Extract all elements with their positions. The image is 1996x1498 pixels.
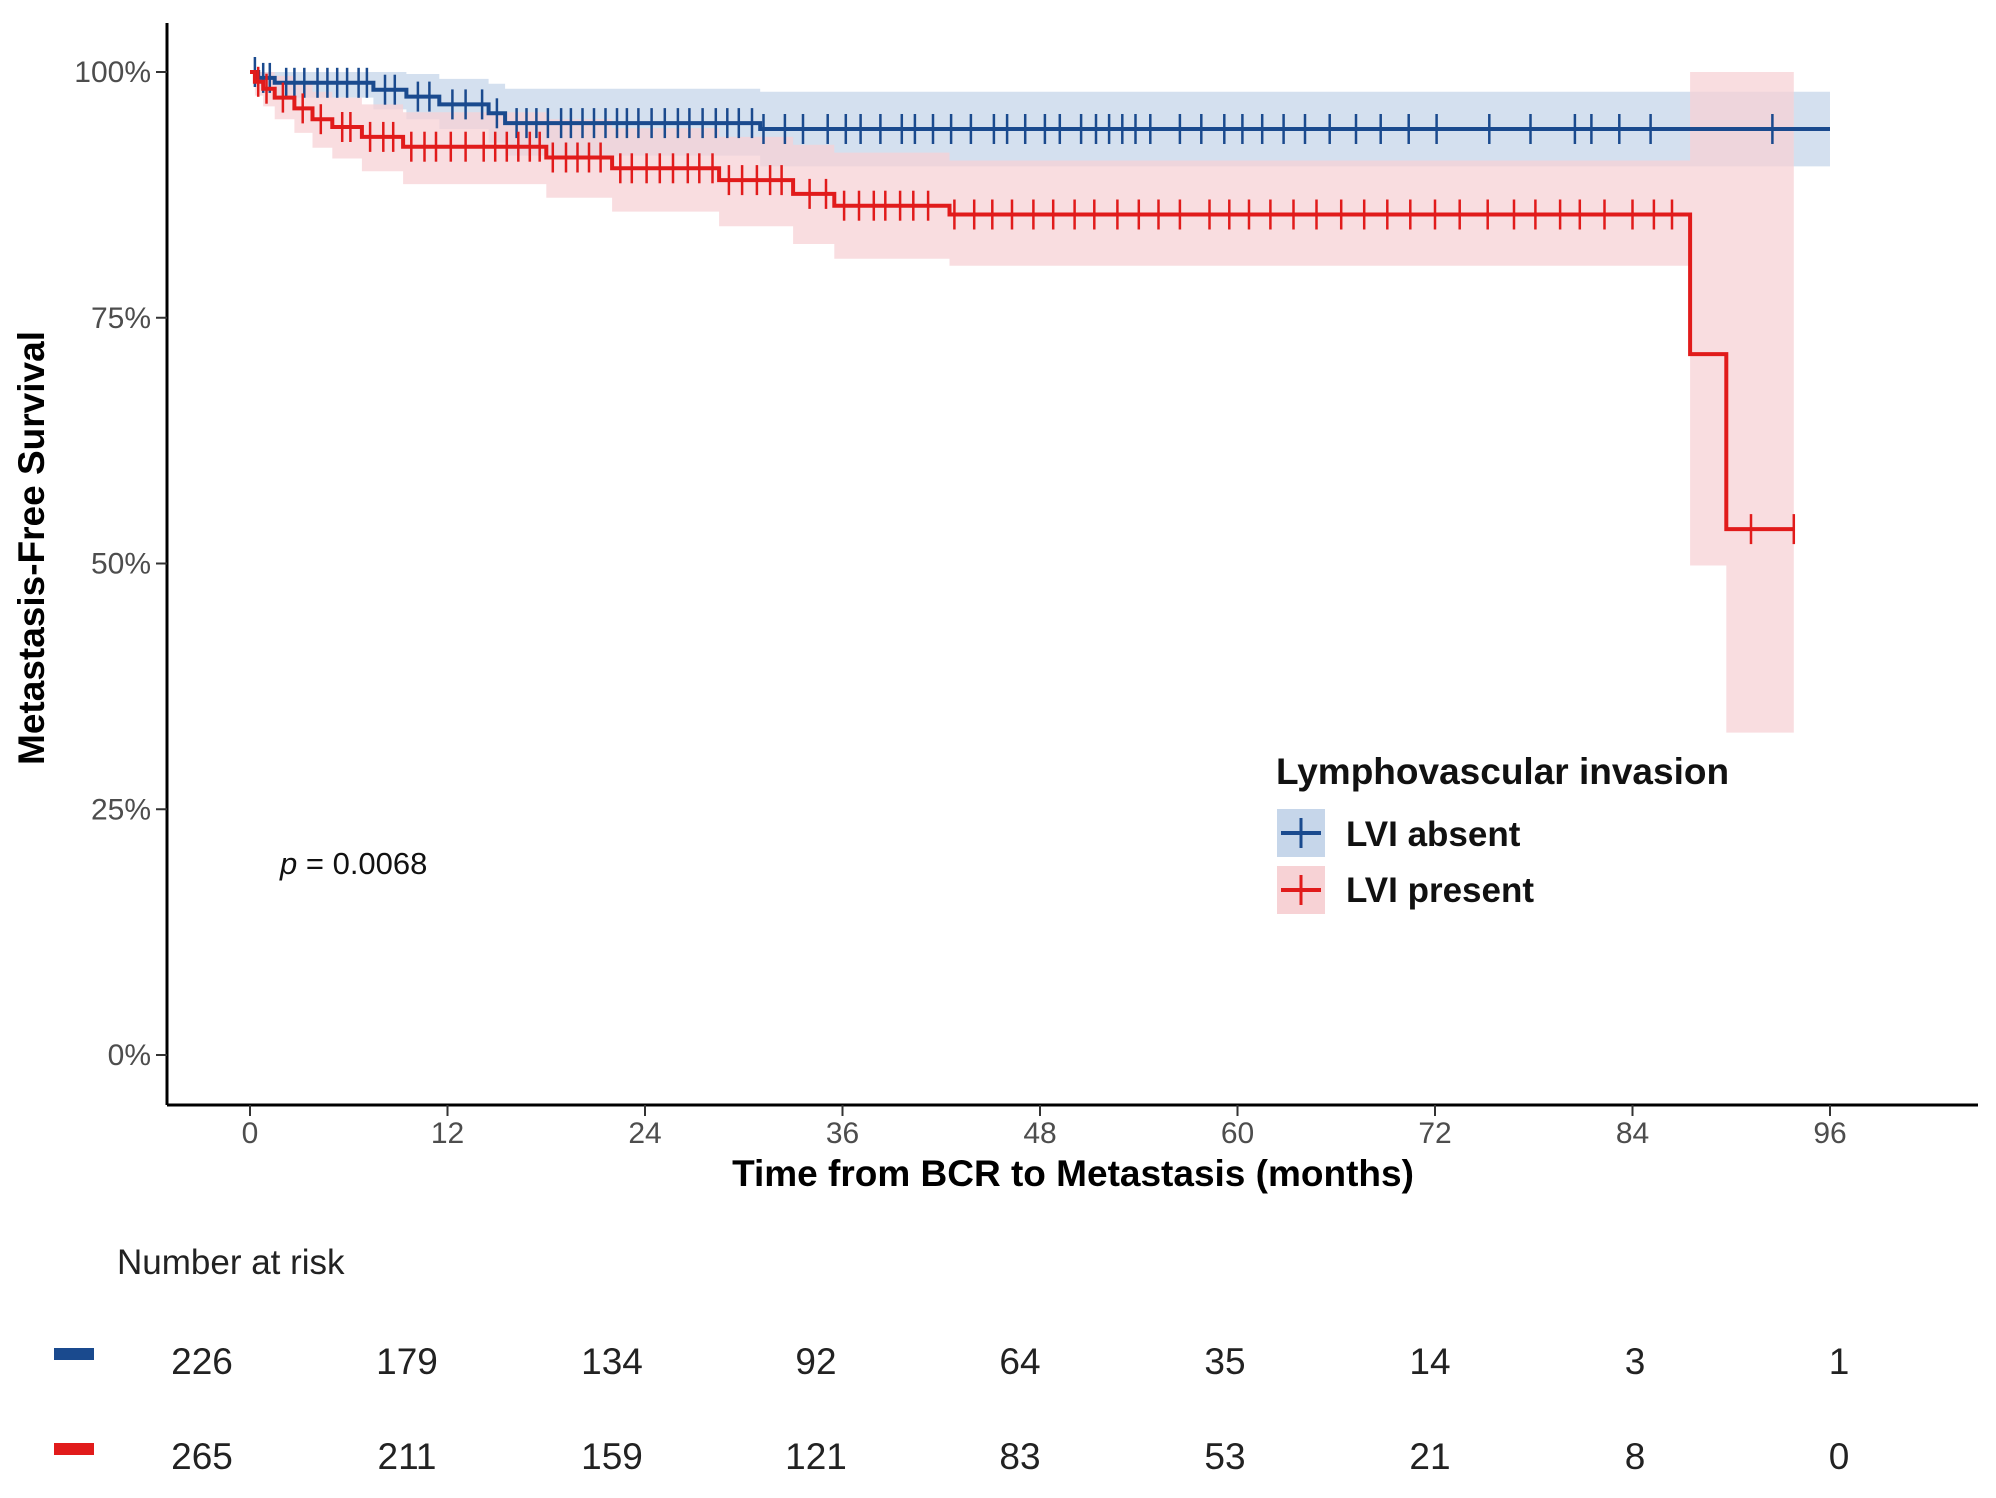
x-tick-label: 60 [1221, 1117, 1254, 1150]
risk-count: 226 [171, 1341, 233, 1382]
risk-count: 64 [999, 1341, 1040, 1382]
p-value-text: = 0.0068 [297, 846, 427, 881]
legend-label-lvi-present: LVI present [1346, 871, 1534, 910]
x-tick-label: 0 [242, 1117, 259, 1150]
risk-count: 8 [1625, 1436, 1646, 1477]
legend-item-lvi-absent: LVI absent [1277, 809, 1521, 857]
legend-title: Lymphovascular invasion [1276, 751, 1729, 792]
risk-count: 179 [376, 1341, 438, 1382]
y-axis-title: Metastasis-Free Survival [11, 331, 52, 765]
y-tick-label: 75% [91, 302, 151, 335]
x-tick-label: 84 [1616, 1117, 1649, 1150]
risk-count: 0 [1829, 1436, 1850, 1477]
x-tick-label: 12 [431, 1117, 464, 1150]
risk-count: 1 [1829, 1341, 1850, 1382]
risk-table-title: Number at risk [117, 1243, 345, 1282]
risk-count: 92 [795, 1341, 836, 1382]
risk-count: 35 [1204, 1341, 1245, 1382]
legend-item-lvi-present: LVI present [1277, 866, 1534, 914]
y-tick-label: 50% [91, 548, 151, 581]
x-tick-label: 72 [1418, 1117, 1451, 1150]
risk-count: 211 [378, 1436, 437, 1477]
y-tick-label: 25% [91, 793, 151, 826]
svg-text:p = 0.0068: p = 0.0068 [279, 846, 427, 881]
x-tick-label: 96 [1813, 1117, 1846, 1150]
risk-count: 83 [999, 1436, 1040, 1477]
risk-row-color-key [54, 1348, 94, 1360]
ci-band-lvi-present [250, 72, 1794, 733]
risk-count: 21 [1409, 1436, 1450, 1477]
risk-count: 121 [785, 1436, 847, 1477]
survival-curve-lvi-present [250, 70, 1794, 532]
risk-count: 159 [581, 1436, 643, 1477]
legend: Lymphovascular invasion LVI absent LVI p… [1262, 740, 1802, 920]
legend-label-lvi-absent: LVI absent [1346, 815, 1521, 854]
axis-ticks: 0 12 24 36 48 60 72 84 96 0% 25% 50% 75% 100% [74, 56, 1846, 1150]
survival-curves [250, 57, 1830, 545]
y-tick-label: 0% [108, 1039, 151, 1072]
risk-count: 3 [1625, 1341, 1646, 1382]
risk-count: 265 [171, 1436, 233, 1477]
risk-count: 134 [581, 1341, 643, 1382]
risk-row-color-key [54, 1443, 94, 1455]
legend-background [1262, 740, 1802, 920]
y-tick-label: 100% [74, 56, 151, 89]
x-tick-label: 48 [1023, 1117, 1056, 1150]
x-tick-label: 24 [628, 1117, 661, 1150]
p-value-annotation: p = 0.0068 [279, 846, 427, 881]
p-value-symbol: p [279, 846, 297, 881]
confidence-bands [250, 72, 1830, 733]
risk-count: 53 [1204, 1436, 1245, 1477]
risk-table-rows: 226 179 134 92 64 35 14 3 1 265 211 159 121 83 53 21 8 0 [54, 1341, 1849, 1477]
x-axis-title: Time from BCR to Metastasis (months) [732, 1153, 1414, 1194]
x-tick-label: 36 [826, 1117, 859, 1150]
risk-count: 14 [1409, 1341, 1450, 1382]
